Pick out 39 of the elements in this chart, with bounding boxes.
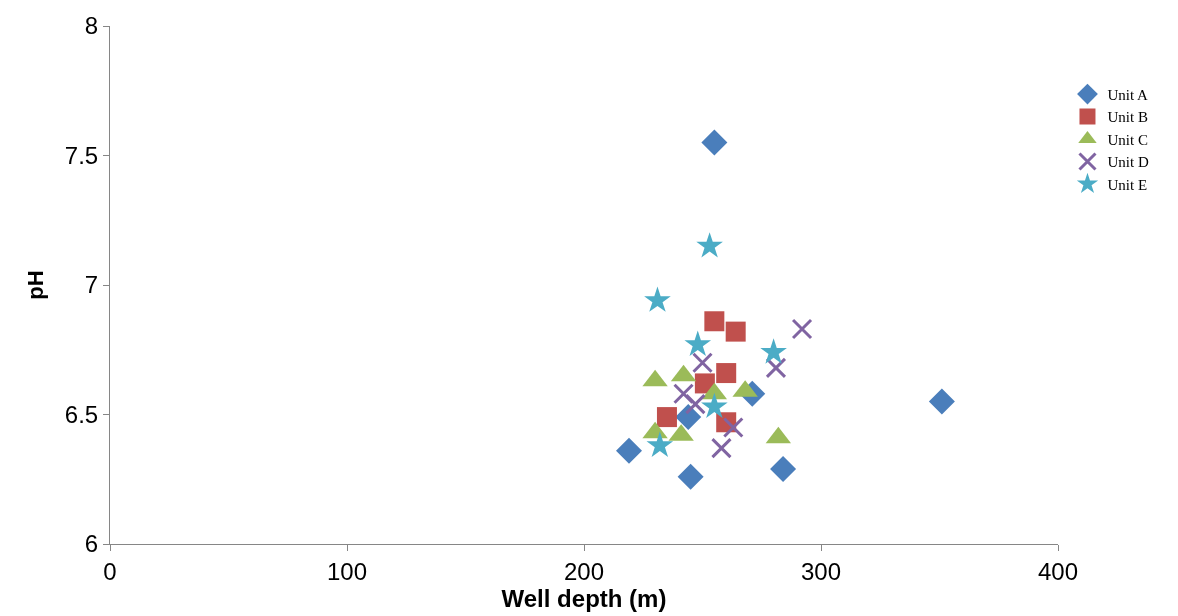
- x-tick-label: 0: [103, 557, 117, 585]
- point: [791, 318, 813, 340]
- point: [684, 393, 706, 415]
- x-axis-title: Well depth (m): [501, 584, 667, 612]
- y-tick-label: 6.5: [64, 400, 99, 428]
- point: [760, 338, 787, 364]
- y-axis-title: pH: [22, 270, 48, 300]
- point: [696, 232, 723, 258]
- point: [701, 129, 728, 156]
- legend-label: Unit B: [1107, 109, 1148, 126]
- legend-label: Unit E: [1107, 176, 1148, 193]
- point: [710, 437, 732, 459]
- legend-label: Unit A: [1107, 86, 1149, 103]
- y-tick-label: 6: [84, 530, 99, 558]
- legend-label: Unit D: [1107, 154, 1149, 171]
- point: [644, 286, 671, 312]
- point: [684, 330, 712, 356]
- point: [673, 383, 695, 405]
- x-tick-label: 300: [800, 557, 842, 585]
- point: [704, 311, 725, 332]
- point: [722, 416, 744, 438]
- y-tick-label: 7.5: [64, 141, 99, 169]
- point: [716, 363, 737, 384]
- point: [675, 404, 702, 431]
- x-tick-label: 400: [1037, 557, 1079, 585]
- y-tick-label: 7: [84, 271, 99, 299]
- point: [692, 352, 713, 374]
- point: [677, 463, 704, 490]
- x-tick-label: 100: [326, 557, 368, 585]
- legend-label: Unit C: [1107, 131, 1148, 148]
- point: [928, 388, 955, 415]
- point: [656, 407, 677, 428]
- point: [701, 392, 728, 419]
- point: [770, 455, 797, 482]
- x-tick-label: 200: [563, 557, 605, 585]
- point: [725, 321, 746, 342]
- point: [616, 437, 643, 464]
- point: [646, 431, 674, 457]
- y-tick-label: 8: [84, 12, 99, 40]
